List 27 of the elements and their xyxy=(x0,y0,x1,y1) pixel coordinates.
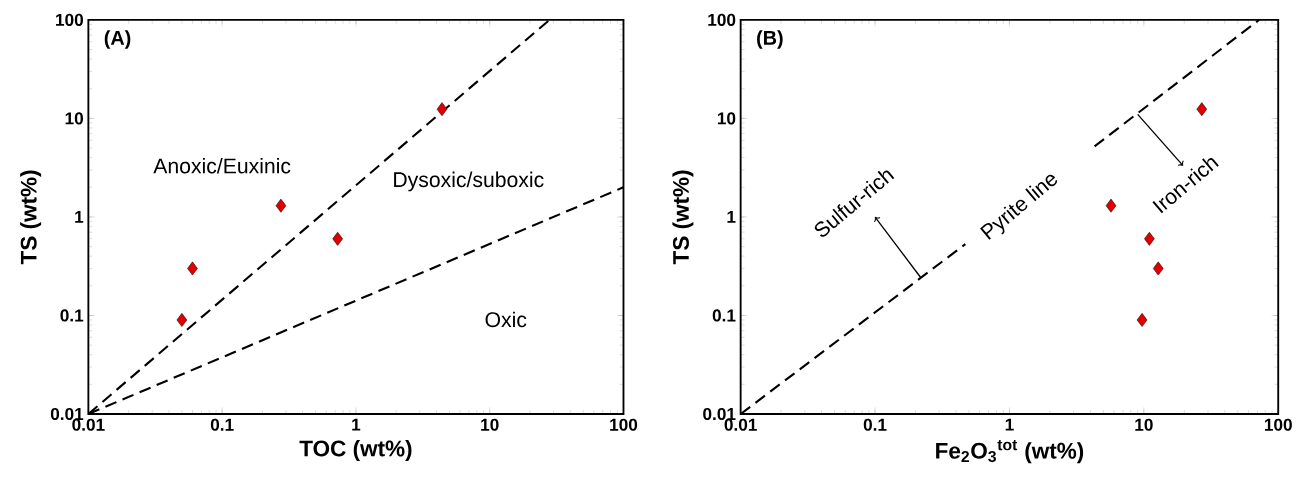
annotation: Oxic xyxy=(485,311,527,328)
x-tick-label: 1 xyxy=(1005,418,1014,431)
x-tick-label: 0.1 xyxy=(863,418,887,432)
annotation: Dysoxic/suboxic xyxy=(394,171,544,192)
y-axis-title: TS (wt%) xyxy=(672,170,694,265)
x-tick-label: 10 xyxy=(481,418,499,432)
y-axis-title: TS (wt%) xyxy=(20,170,42,265)
y-tick-label: 1 xyxy=(75,211,84,224)
chart-title: (A) xyxy=(104,30,131,50)
y-tick-label: 1 xyxy=(727,211,736,224)
y-tick-label: 10 xyxy=(65,112,83,125)
y-tick-label: 0.1 xyxy=(712,309,736,322)
y-tick-label: 10 xyxy=(717,112,736,125)
y-tick-label: 0.1 xyxy=(60,309,84,322)
y-tick-label: 0.01 xyxy=(703,408,736,421)
y-tick-label: 100 xyxy=(56,14,83,27)
x-tick-label: 10 xyxy=(1135,418,1153,432)
x-tick-label: 1 xyxy=(352,418,361,431)
x-tick-label: 0.1 xyxy=(210,418,234,432)
y-tick-label: 100 xyxy=(708,14,736,27)
y-tick-label: 0.01 xyxy=(50,408,84,421)
annotation: Anoxic/Euxinic xyxy=(153,158,291,174)
x-tick-label: 100 xyxy=(610,418,638,432)
x-tick-label: 100 xyxy=(1264,418,1292,432)
x-axis-title: TOC (wt%) xyxy=(299,440,412,462)
x-axis-title: Fe$_{2}$O$_{3}$$^{tot}$ (wt%) xyxy=(936,440,1084,464)
chart-title: (B) xyxy=(757,30,783,50)
